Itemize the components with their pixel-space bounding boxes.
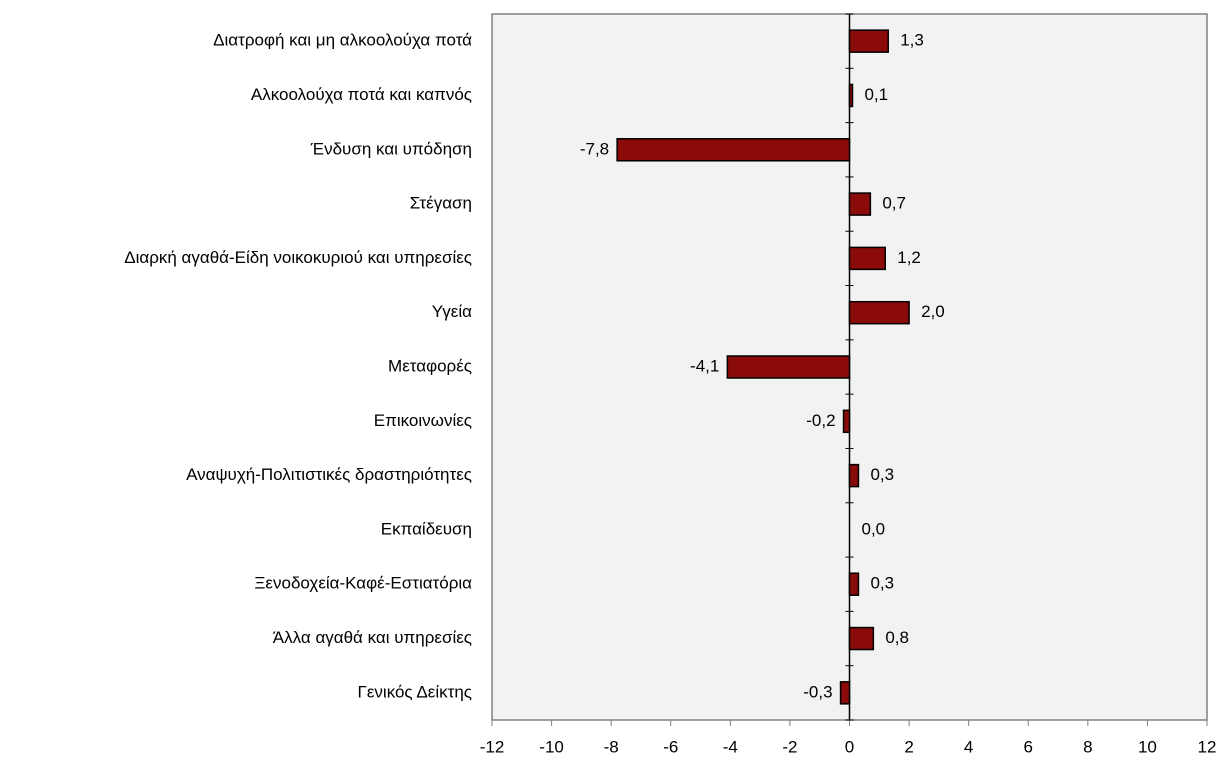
bar [842,409,851,434]
value-label: 2,0 [921,302,945,321]
value-label: -0,2 [806,411,835,430]
x-tick-label: -12 [480,737,505,756]
value-label: 1,2 [897,248,921,267]
value-label: 0,0 [862,519,886,538]
x-tick-label: 8 [1083,737,1092,756]
x-tick-label: 2 [904,737,913,756]
value-label: -0,3 [803,682,832,701]
bar [726,355,851,379]
bar [848,192,872,216]
y-tick-label: Διαρκή αγαθά-Είδη νοικοκυριού και υπηρεσ… [124,248,472,267]
y-tick-label: Άλλα αγαθά και υπηρεσίες [273,628,472,647]
y-tick-label: Αναψυχή-Πολιτιστικές δραστηριότητες [186,465,472,484]
y-tick-label: Ένδυση και υπόδηση [310,139,472,158]
y-tick-label: Ξενοδοχεία-Καφέ-Εστιατόρια [254,574,472,593]
x-tick-label: 4 [964,737,973,756]
y-tick-label: Αλκοολούχα ποτά και καπνός [251,85,472,104]
bar [839,681,851,705]
bar [616,138,851,162]
y-tick-label: Γενικός Δείκτης [357,682,472,701]
x-tick-label: 12 [1198,737,1217,756]
value-label: 0,7 [882,194,906,213]
y-tick-label: Μεταφορές [388,356,472,375]
y-tick-label: Υγεία [432,302,472,321]
y-tick-label: Εκπαίδευση [381,519,472,538]
value-label: -7,8 [580,139,609,158]
x-tick-label: -10 [539,737,564,756]
value-label: 0,8 [885,628,909,647]
y-tick-label: Στέγαση [410,194,472,213]
bar [848,300,910,325]
bar [848,626,875,651]
bar [848,83,854,108]
value-label: 0,3 [870,465,894,484]
x-tick-label: -2 [782,737,797,756]
x-tick-label: -6 [663,737,678,756]
y-tick-label: Διατροφή και μη αλκοολούχα ποτά [213,31,472,50]
bar [848,246,886,271]
value-label: 0,3 [870,574,894,593]
value-label: 1,3 [900,31,924,50]
x-tick-label: 6 [1024,737,1033,756]
x-tick-label: -8 [604,737,619,756]
x-tick-label: 10 [1138,737,1157,756]
value-label: -4,1 [690,356,719,375]
y-tick-label: Επικοινωνίες [374,411,472,430]
bar [848,463,860,488]
bar [848,29,889,53]
x-tick-label: 0 [845,737,854,756]
x-tick-label: -4 [723,737,738,756]
bar [848,572,860,596]
value-label: 0,1 [864,85,888,104]
